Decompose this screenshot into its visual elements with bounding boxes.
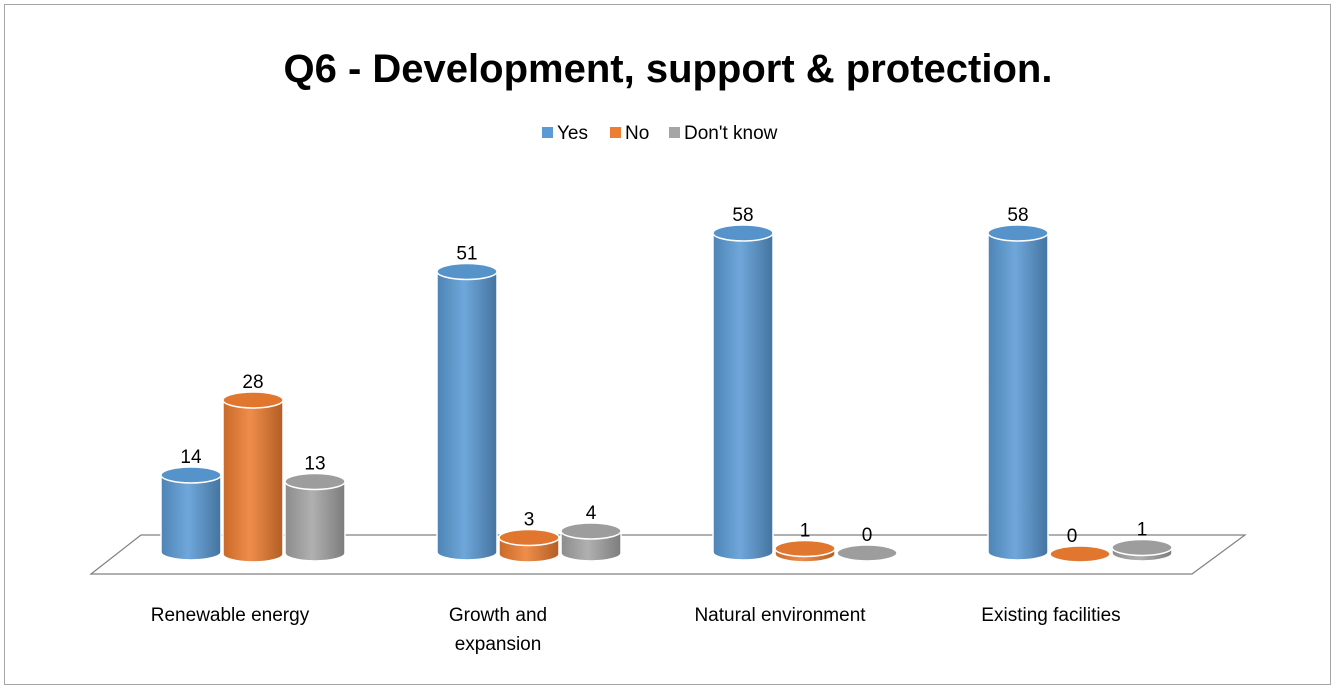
bar-no-growth-and-expansion (498, 528, 560, 563)
bar-body (160, 474, 222, 561)
data-label-don-t-know-existing-facilities: 1 (1137, 520, 1148, 541)
data-label-no-natural-environment: 1 (800, 521, 811, 542)
data-label-don-t-know-natural-environment: 0 (862, 525, 873, 546)
bar-top (498, 528, 560, 547)
data-label-no-existing-facilities: 0 (1067, 526, 1078, 547)
category-label-existing-facilities: Existing facilities (981, 605, 1120, 626)
bar-top (712, 224, 774, 242)
bar-no-natural-environment (774, 539, 836, 563)
data-label-don-t-know-growth-and-expansion: 4 (586, 503, 597, 524)
bar-top (836, 544, 898, 562)
bar-body (436, 270, 498, 561)
category-label-renewable-energy: Renewable energy (151, 605, 310, 626)
legend-swatch-don-t-know (669, 127, 680, 138)
bar-no-existing-facilities (1049, 545, 1111, 563)
bar-don-t-know-natural-environment (836, 544, 898, 562)
bar-top (222, 391, 284, 409)
data-label-yes-renewable-energy: 14 (180, 447, 202, 468)
chart-floor (89, 534, 1247, 575)
bar-top (987, 224, 1049, 242)
bar-top (560, 522, 622, 540)
bars-group (160, 224, 1173, 563)
bar-don-t-know-growth-and-expansion (560, 522, 622, 562)
bar-yes-renewable-energy (160, 466, 222, 561)
legend-swatch-yes (542, 127, 553, 138)
legend-label-yes: Yes (557, 123, 588, 144)
data-label-yes-existing-facilities: 58 (1007, 205, 1028, 226)
bar-don-t-know-renewable-energy (284, 472, 346, 562)
data-label-don-t-know-renewable-energy: 13 (304, 454, 325, 475)
legend-label-don-t-know: Don't know (684, 123, 778, 144)
data-label-no-growth-and-expansion: 3 (524, 510, 535, 531)
bar-body (712, 232, 774, 561)
data-label-yes-natural-environment: 58 (732, 205, 753, 226)
category-label-natural-environment: Natural environment (694, 605, 866, 626)
bar-body (987, 232, 1049, 561)
category-label-growth-and-expansion-line-1: Growth and (449, 605, 547, 626)
bar-yes-growth-and-expansion (436, 262, 498, 561)
chart-title: Q6 - Development, support & protection. (284, 47, 1053, 91)
data-labels-group: 14 28 13 51 3 4 58 1 0 58 0 1 (180, 205, 1147, 547)
bar-body (284, 480, 346, 562)
bar-top (436, 262, 498, 281)
bar-top (160, 466, 222, 484)
bar-no-renewable-energy (222, 391, 284, 563)
category-labels-group: Renewable energy Growth and expansion Natur… (151, 605, 1121, 655)
category-label-growth-and-expansion-line-2: expansion (455, 634, 542, 655)
bar-yes-existing-facilities (987, 224, 1049, 561)
data-label-no-renewable-energy: 28 (242, 372, 263, 393)
bar-top (1111, 538, 1173, 557)
floor-plane (89, 534, 1247, 575)
bar-yes-natural-environment (712, 224, 774, 561)
legend-label-no: No (625, 123, 649, 144)
legend-swatch-no (610, 127, 621, 138)
legend: Yes No Don't know (542, 123, 778, 144)
bar-top (284, 472, 346, 491)
data-label-yes-growth-and-expansion: 51 (456, 244, 477, 265)
bar-body (222, 399, 284, 563)
bar-top (774, 539, 836, 558)
bar-don-t-know-existing-facilities (1111, 538, 1173, 562)
bar-top (1049, 545, 1111, 563)
